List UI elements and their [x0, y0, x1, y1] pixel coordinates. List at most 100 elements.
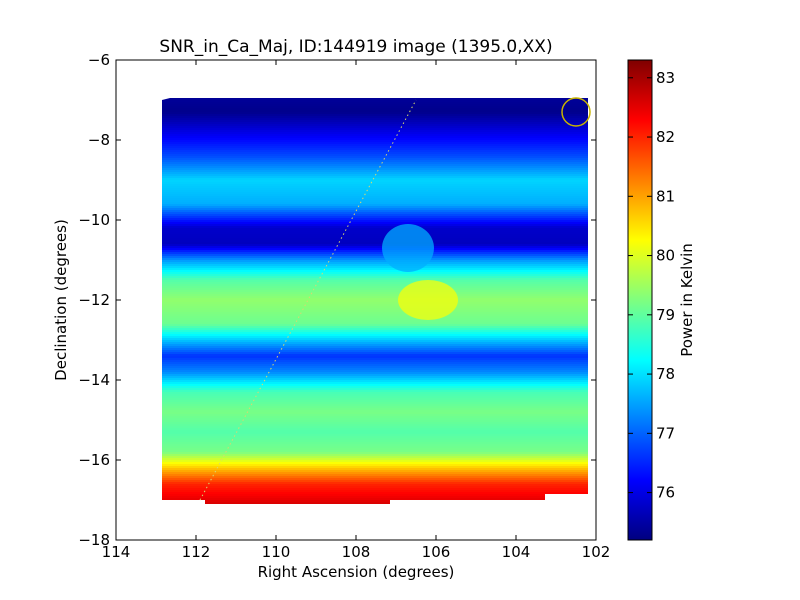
- heatmap-row: [162, 188, 588, 191]
- heatmap-row: [162, 252, 588, 255]
- heatmap-row: [162, 154, 588, 157]
- heatmap-row: [162, 266, 588, 269]
- heatmap-row: [162, 438, 588, 441]
- colorbar-tick-label: 80: [656, 247, 675, 265]
- heatmap-row: [162, 158, 588, 161]
- heatmap-row: [162, 380, 588, 383]
- x-axis-label: Right Ascension (degrees): [258, 563, 455, 581]
- x-tick-label: 108: [342, 543, 371, 561]
- heatmap-row: [162, 418, 588, 421]
- heatmap-row: [162, 240, 588, 243]
- heatmap-row: [162, 360, 588, 363]
- heatmap-row: [162, 502, 588, 504]
- heatmap-row: [162, 140, 588, 143]
- colorbar-tick-label: 79: [656, 306, 675, 324]
- heatmap-row: [162, 372, 588, 375]
- heatmap-row: [162, 324, 588, 327]
- heatmap-row: [162, 156, 588, 159]
- heatmap-row: [162, 150, 588, 153]
- heatmap-row: [162, 234, 588, 237]
- colorbar-tick-label: 83: [656, 69, 675, 87]
- heatmap-row: [162, 256, 588, 259]
- heatmap-row: [162, 124, 588, 127]
- beam-circle-marker: [561, 97, 591, 127]
- heatmap-row: [162, 416, 588, 419]
- heatmap-row: [162, 396, 588, 399]
- heatmap-row: [162, 98, 588, 101]
- heatmap-row: [162, 404, 588, 407]
- heatmap-row: [162, 466, 588, 469]
- heatmap-row: [162, 492, 588, 495]
- colorbar: [627, 59, 653, 541]
- heatmap-row: [162, 110, 588, 113]
- heatmap-row: [162, 296, 588, 299]
- heatmap-row: [162, 460, 588, 463]
- heatmap-row: [162, 162, 588, 165]
- heatmap-row: [162, 134, 588, 137]
- colorbar-ticks: 76 77 78 79 80 81 82 83: [628, 69, 675, 502]
- heatmap-row: [162, 100, 588, 103]
- heatmap-row: [162, 382, 588, 385]
- heatmap-row: [162, 364, 588, 367]
- heatmap-row: [162, 348, 588, 351]
- heatmap-row: [162, 112, 588, 115]
- heatmap-row: [162, 298, 588, 301]
- heatmap-row: [162, 370, 588, 373]
- heatmap-row: [162, 352, 588, 355]
- heatmap-row: [162, 482, 588, 485]
- heatmap-row: [162, 230, 588, 233]
- x-tick-label: 102: [582, 543, 611, 561]
- y-tick-label: −12: [78, 291, 110, 309]
- heatmap-row: [162, 160, 588, 163]
- heatmap-row: [162, 174, 588, 177]
- heatmap-row: [162, 488, 588, 491]
- heatmap-row: [162, 358, 588, 361]
- heatmap-row: [162, 278, 588, 281]
- heatmap-row: [162, 500, 588, 503]
- heatmap-row: [162, 130, 588, 133]
- heatmap-row: [162, 302, 588, 305]
- heatmap-row: [162, 464, 588, 467]
- heatmap-row: [162, 486, 588, 489]
- heatmap-row: [162, 494, 588, 497]
- y-tick-label: −8: [88, 131, 110, 149]
- y-tick-label: −14: [78, 371, 110, 389]
- heatmap-row: [162, 468, 588, 471]
- colorbar-tick-label: 81: [656, 187, 675, 205]
- colorbar-tick-label: 78: [656, 365, 675, 383]
- heatmap-row: [162, 220, 588, 223]
- heatmap-row: [162, 172, 588, 175]
- heatmap-row: [162, 246, 588, 249]
- heatmap-row: [162, 310, 588, 313]
- heatmap-row: [162, 290, 588, 293]
- heatmap-row: [162, 414, 588, 417]
- heatmap-row: [162, 408, 588, 411]
- heatmap-row: [162, 164, 588, 167]
- heatmap-row: [162, 232, 588, 235]
- heatmap-row: [162, 350, 588, 353]
- x-tick-label: 106: [422, 543, 451, 561]
- heatmap-row: [162, 498, 588, 501]
- heatmap-row: [162, 478, 588, 481]
- heatmap-row: [162, 102, 588, 105]
- y-axis-label: Declination (degrees): [52, 219, 70, 381]
- heatmap-row: [162, 208, 588, 211]
- heatmap-row: [162, 238, 588, 241]
- heatmap-row: [162, 166, 588, 169]
- heatmap-row: [162, 186, 588, 189]
- heatmap-row: [162, 356, 588, 359]
- heatmap-row: [162, 262, 588, 265]
- heatmap-row: [162, 366, 588, 369]
- heatmap-row: [162, 440, 588, 443]
- heatmap-row: [162, 212, 588, 215]
- y-tick-label: −16: [78, 451, 110, 469]
- x-tick-label: 114: [102, 543, 131, 561]
- heatmap-row: [162, 176, 588, 179]
- heatmap-row: [162, 204, 588, 207]
- heatmap-row: [162, 374, 588, 377]
- heatmap-row: [162, 272, 588, 275]
- heatmap-row: [162, 390, 588, 393]
- heatmap-row: [162, 184, 588, 187]
- heatmap-row: [162, 384, 588, 387]
